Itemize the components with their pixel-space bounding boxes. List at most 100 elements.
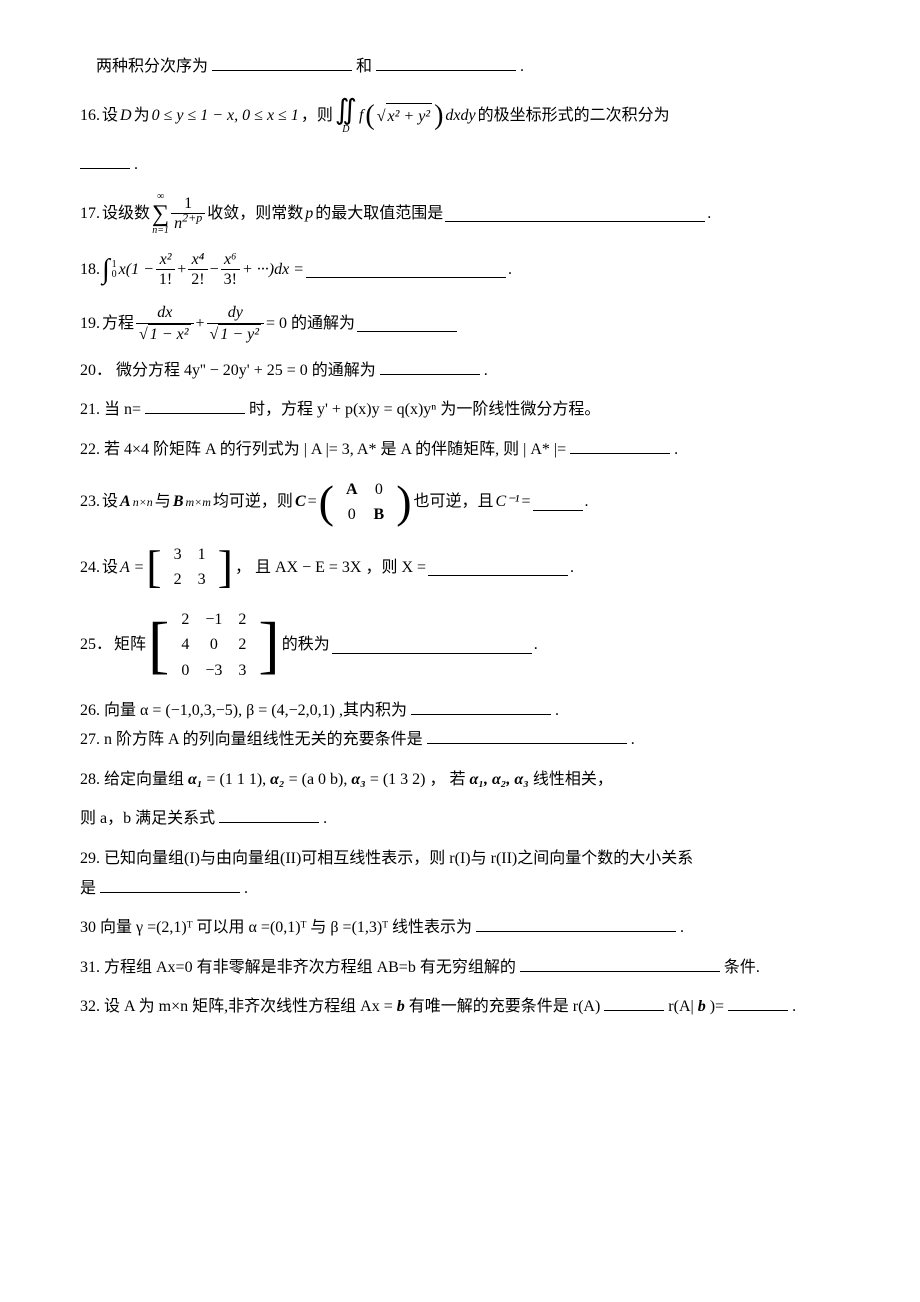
q21-t2: 时，方程 y' + p(x)y = q(x)yⁿ 为一阶线性微分方程。 — [249, 401, 600, 418]
q18-low: 0 — [112, 270, 117, 280]
q16-close: ) — [434, 94, 443, 139]
q26-period: . — [555, 702, 559, 719]
q16-f: f — [359, 103, 363, 129]
q18-limits: 1 0 — [112, 260, 117, 280]
q18-blank — [306, 261, 506, 278]
q31-blank — [520, 955, 720, 972]
q23-Cinv: C⁻¹ — [496, 489, 520, 515]
q16-sq: x² + y² — [386, 103, 433, 130]
q19-f1n: dx — [136, 303, 193, 323]
q19: 19. 方程 dx 1 − x² + dy 1 − y² = 0 的通解为 — [80, 303, 840, 343]
q25-01: −1 — [197, 607, 230, 633]
q21-num: 21. — [80, 401, 100, 418]
q28-v2: (a 0 b), — [302, 771, 348, 788]
q22-num: 22. — [80, 441, 100, 458]
q24-num: 24. — [80, 555, 100, 581]
sigma-icon: ∑ — [152, 202, 169, 226]
q26-num: 26. — [80, 702, 100, 719]
q22-text: 若 4×4 阶矩阵 A 的行列式为 | A |= 3, A* 是 A 的伴随矩阵… — [104, 441, 570, 458]
q28-t2: ， 若 — [430, 771, 470, 788]
q28-t1: 给定向量组 — [104, 771, 188, 788]
q23-m11: B — [366, 502, 393, 528]
q32-t2: 有唯一解的充要条件是 r(A) — [409, 998, 601, 1015]
q21: 21. 当 n= 时，方程 y' + p(x)y = q(x)yⁿ 为一阶线性微… — [80, 397, 840, 423]
q23-eq: = — [308, 489, 317, 515]
q25-matrix: [ 2−12 402 0−33 ] — [148, 607, 280, 684]
q27: 27. n 阶方阵 A 的列向量组线性无关的充要条件是 . — [80, 727, 840, 753]
intro-line: 两种积分次序为 和 . — [80, 54, 840, 80]
q23-period: . — [585, 489, 589, 515]
q18-f2n: x⁴ — [188, 250, 207, 270]
q28-blank — [219, 806, 319, 823]
q25: 25． 矩阵 [ 2−12 402 0−33 ] 的秩为 . — [80, 607, 840, 684]
q28-num: 28. — [80, 771, 100, 788]
q30: 30 向量 γ =(2,1)ᵀ 可以用 α =(0,1)ᵀ 与 β =(1,3)… — [80, 915, 840, 941]
q16-iint: ∬ — [335, 97, 357, 125]
intro-and: 和 — [356, 58, 372, 75]
q28-a2: α₂ — [270, 771, 284, 788]
q18-f1n: x² — [156, 250, 175, 270]
q16-num: 16. — [80, 103, 100, 129]
q32-t3: )= — [710, 998, 724, 1015]
q26-text: 向量 α = (−1,0,3,−5), β = (4,−2,0,1) ,其内积为 — [104, 702, 407, 719]
q19-t1: 方程 — [102, 311, 134, 337]
q18-num: 18. — [80, 257, 100, 283]
q24-period: . — [570, 555, 574, 581]
q23-B: B — [173, 489, 184, 515]
q17-period: . — [707, 201, 711, 227]
q29-period: . — [244, 880, 248, 897]
q18-minus: − — [210, 257, 219, 283]
q32: 32. 设 A 为 m×n 矩阵,非齐次线性方程组 Ax = b 有唯一解的充要… — [80, 994, 840, 1020]
q32-blank2 — [728, 994, 788, 1011]
q23-t5: = — [521, 489, 530, 515]
q19-eq: = 0 的通解为 — [266, 311, 355, 337]
q20-num: 20． — [80, 362, 112, 379]
q30-num: 30 — [80, 919, 96, 936]
q20: 20． 微分方程 4y'' − 20y' + 25 = 0 的通解为 . — [80, 358, 840, 384]
q28-a3: α₃ — [351, 771, 365, 788]
q18-plus1: + — [177, 257, 186, 283]
q30-text: 向量 γ =(2,1)ᵀ 可以用 α =(0,1)ᵀ 与 β =(1,3)ᵀ 线… — [100, 919, 472, 936]
q24-m00: 3 — [166, 542, 190, 568]
q16-D: D — [120, 103, 132, 129]
q31-tail: 条件. — [724, 959, 760, 976]
intro-period: . — [520, 58, 524, 75]
q24-m11: 3 — [190, 567, 214, 593]
q16-dxdy: dxdy — [445, 103, 475, 129]
q18-f2d: 2! — [188, 270, 207, 289]
q17-frac-den: n2+p — [171, 214, 205, 233]
q23-m00: A — [338, 477, 366, 503]
q23-matrix: ( A0 0B ) — [319, 477, 412, 528]
q17-t1: 设级数 — [102, 201, 150, 227]
q28-l2a: 则 a，b 满足关系式 — [80, 810, 215, 827]
q31-num: 31. — [80, 959, 100, 976]
q18-f3d: 3! — [221, 270, 240, 289]
q22-blank — [570, 437, 670, 454]
bracket-left-icon: [ — [146, 549, 161, 586]
q16-answer-line: . — [80, 152, 840, 178]
q17-n: n — [174, 215, 182, 232]
q19-num: 19. — [80, 311, 100, 337]
q17-frac: 1 n2+p — [171, 194, 205, 233]
q16-period: . — [134, 156, 138, 173]
q17-num: 17. — [80, 201, 100, 227]
q24-m01: 1 — [190, 542, 214, 568]
q17: 17. 设级数 ∞ ∑ n=1 1 n2+p 收敛，则常数 p 的最大取值范围是… — [80, 192, 840, 236]
q17-sum-bot: n=1 — [152, 226, 169, 236]
q25-20: 0 — [173, 658, 197, 684]
q28-period: . — [323, 810, 327, 827]
q24: 24. 设 A = [ 31 23 ] ， 且 AX − E = 3X ，则 X… — [80, 542, 840, 593]
bracket-right-icon: ] — [218, 549, 233, 586]
q19-f2db: 1 − y² — [218, 324, 261, 344]
q21-blank — [145, 397, 245, 414]
q25-blank — [332, 637, 532, 654]
q17-blank — [445, 205, 705, 222]
q24-matrix: [ 31 23 ] — [146, 542, 233, 593]
q23-blank — [533, 494, 583, 511]
q24-t2: ， 且 AX − E = 3X ，则 X = — [235, 555, 426, 581]
q17-exp: 2+p — [182, 211, 202, 225]
q23-m01: 0 — [366, 477, 393, 503]
q24-A: A = — [120, 555, 144, 581]
q25-21: −3 — [197, 658, 230, 684]
q26: 26. 向量 α = (−1,0,3,−5), β = (4,−2,0,1) ,… — [80, 698, 840, 724]
